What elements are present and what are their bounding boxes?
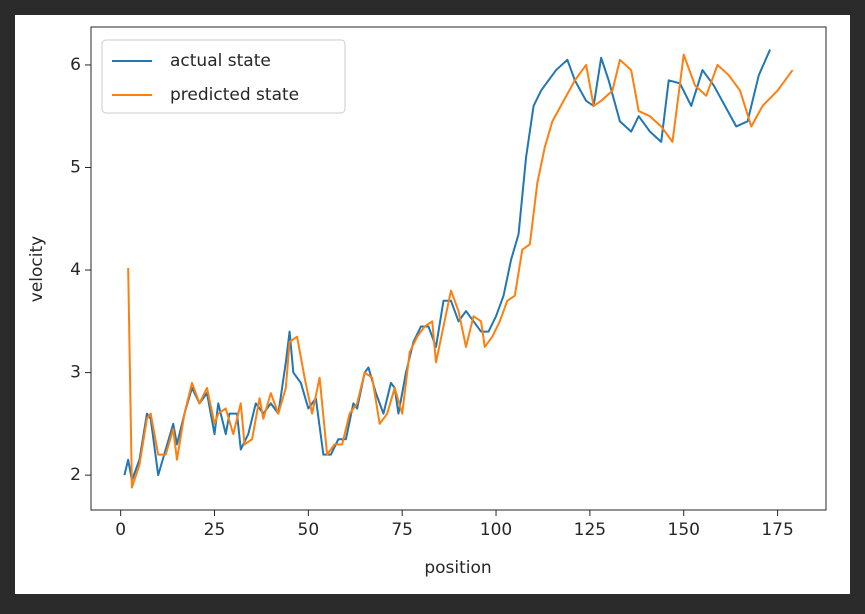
x-tick-label: 175 — [761, 520, 793, 540]
x-tick-label: 150 — [668, 520, 700, 540]
y-tick-label: 6 — [70, 55, 81, 75]
legend-label: predicted state — [170, 85, 299, 105]
legend-label: actual state — [170, 51, 271, 71]
legend-box — [101, 39, 346, 114]
data-line — [123, 49, 771, 482]
x-tick-label: 125 — [574, 520, 606, 540]
x-tick-label: 100 — [480, 520, 512, 540]
x-tick-label: 75 — [391, 520, 413, 540]
y-tick-label: 5 — [70, 157, 81, 177]
axes-frame — [90, 26, 827, 511]
x-tick-label: 0 — [115, 520, 126, 540]
y-tick-label: 2 — [70, 465, 81, 485]
chart: position velocity 0 25 50 75 100 125 150 175 2 3 4… — [27, 26, 827, 578]
figure: position velocity 0 25 50 75 100 125 150 175 2 3 4… — [15, 15, 850, 594]
y-axis-label: velocity — [27, 236, 47, 302]
x-axis-label: position — [424, 558, 491, 578]
data-line — [127, 53, 794, 489]
y-tick-label: 4 — [70, 260, 81, 280]
x-tick-label: 50 — [298, 520, 320, 540]
x-tick-label: 25 — [204, 520, 226, 540]
y-tick-label: 3 — [70, 363, 81, 383]
